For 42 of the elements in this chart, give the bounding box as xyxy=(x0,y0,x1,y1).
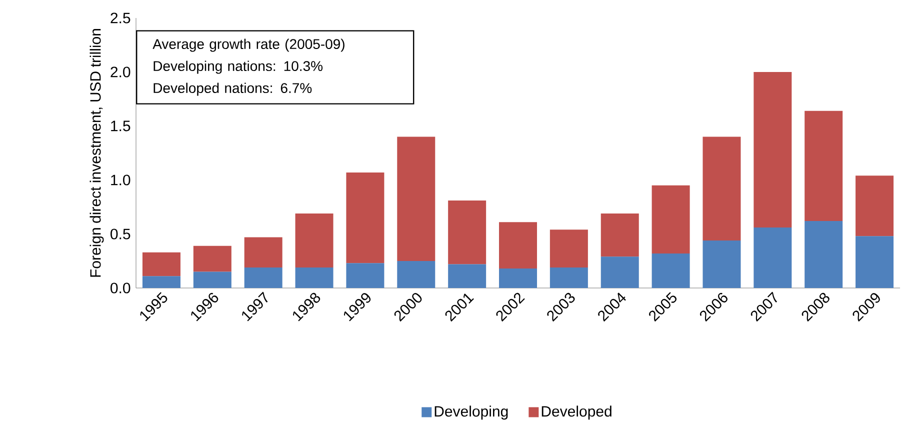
bar xyxy=(652,253,690,288)
bar xyxy=(499,268,538,288)
bar xyxy=(448,264,486,288)
bar xyxy=(754,228,792,288)
bar xyxy=(754,72,792,228)
bar xyxy=(244,267,282,288)
bar xyxy=(142,276,180,288)
bar xyxy=(600,213,639,257)
y-tick-label: 2.0 xyxy=(110,66,130,78)
bar xyxy=(193,272,232,288)
bar xyxy=(397,136,436,261)
bar xyxy=(295,267,334,288)
bar xyxy=(702,240,741,288)
bar xyxy=(295,213,334,268)
y-axis-title: Foreign direct investment, USD trillion xyxy=(90,29,104,277)
bar xyxy=(142,252,180,276)
y-tick-label: 0.0 xyxy=(110,282,130,294)
legend-label: Developed xyxy=(542,406,612,420)
bar xyxy=(346,172,384,264)
annotation: Developing nations: 10.3% xyxy=(154,60,323,74)
bar xyxy=(193,246,232,272)
bar xyxy=(652,185,690,254)
bar xyxy=(346,263,384,288)
y-tick-label: 2.5 xyxy=(110,12,130,24)
bar xyxy=(550,267,588,288)
bar xyxy=(600,256,639,288)
annotation: Average growth rate (2005-09) xyxy=(152,38,344,52)
y-tick-label: 1.0 xyxy=(111,174,130,186)
bar xyxy=(804,110,843,222)
legend-label: Developing xyxy=(434,406,508,420)
bar xyxy=(856,236,894,288)
bar xyxy=(397,261,436,288)
bar xyxy=(804,221,843,288)
bar xyxy=(550,230,588,268)
bar xyxy=(448,200,486,264)
bar xyxy=(702,136,741,240)
bar xyxy=(244,237,282,268)
y-tick-label: 0.5 xyxy=(110,228,130,240)
y-tick-label: 1.5 xyxy=(111,120,130,132)
bar xyxy=(499,222,538,269)
annotation: Developed nations: 6.7% xyxy=(154,82,312,96)
bar xyxy=(856,176,894,236)
